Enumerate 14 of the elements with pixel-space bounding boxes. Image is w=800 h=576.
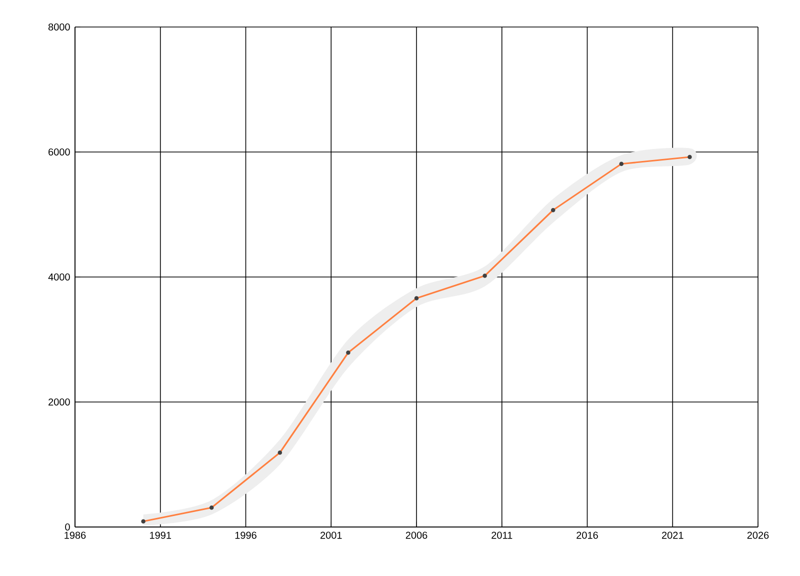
x-tick-label: 2011 bbox=[492, 532, 512, 539]
x-tick-label: 1996 bbox=[235, 532, 256, 539]
x-tick-label: 1986 bbox=[64, 532, 86, 539]
y-tick-label: 4000 bbox=[48, 273, 70, 281]
x-tick-label: 2026 bbox=[747, 532, 769, 539]
x-tick-label: 2001 bbox=[320, 532, 342, 539]
x-tick-label: 2021 bbox=[662, 532, 684, 539]
y-tick-label: 6000 bbox=[48, 148, 70, 156]
x-tick-label: 2006 bbox=[406, 532, 428, 539]
x-tick-label: 1991 bbox=[150, 532, 172, 539]
y-tick-label: 2000 bbox=[48, 398, 70, 406]
y-tick-label: 8000 bbox=[48, 23, 70, 31]
y-tick-label: 0 bbox=[65, 523, 70, 531]
x-tick-label: 2016 bbox=[576, 532, 598, 539]
